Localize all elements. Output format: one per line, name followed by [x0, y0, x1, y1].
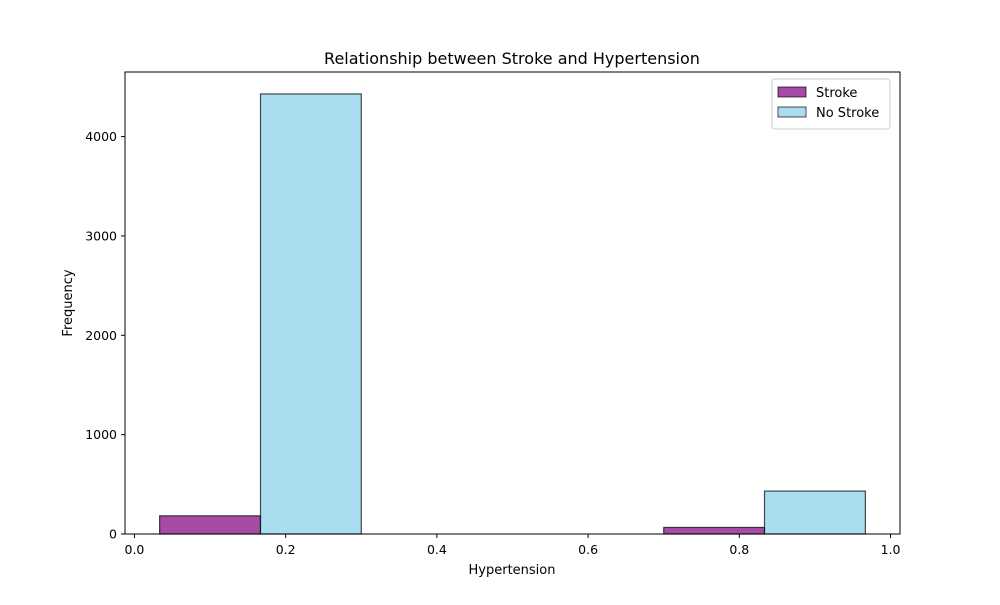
- x-tick-label: 1.0: [881, 542, 901, 557]
- y-tick-label: 4000: [85, 129, 117, 144]
- bar-no-stroke-2: [763, 490, 866, 535]
- x-tick-label: 0.0: [125, 542, 145, 557]
- y-tick-label: 1000: [85, 427, 117, 442]
- y-axis-ticks: 0 1000 2000 3000 4000: [85, 129, 125, 542]
- legend: Stroke No Stroke: [771, 78, 891, 130]
- bar-stroke-0: [159, 515, 262, 535]
- legend-swatch-no-stroke: [777, 106, 807, 118]
- bar-stroke-2: [663, 526, 766, 535]
- x-tick-label: 0.4: [427, 542, 447, 557]
- bars-layer: [159, 93, 866, 535]
- y-axis-label: Frequency: [61, 269, 76, 336]
- y-tick-label: 3000: [85, 228, 117, 243]
- x-tick-label: 0.2: [276, 542, 296, 557]
- x-axis-ticks: 0.0 0.2 0.4 0.6 0.8 1.0: [125, 534, 901, 557]
- x-tick-label: 0.6: [578, 542, 598, 557]
- plot-area-frame: [124, 71, 901, 535]
- legend-label-stroke: Stroke: [816, 86, 857, 101]
- y-tick-label: 2000: [85, 328, 117, 343]
- legend-label-no-stroke: No Stroke: [816, 106, 879, 121]
- x-tick-label: 0.8: [729, 542, 749, 557]
- legend-swatch-stroke: [777, 86, 807, 98]
- bar-no-stroke-0: [259, 93, 362, 535]
- chart-title: Relationship between Stroke and Hyperten…: [324, 49, 700, 68]
- x-axis-label: Hypertension: [469, 563, 556, 578]
- y-tick-label: 0: [109, 527, 117, 542]
